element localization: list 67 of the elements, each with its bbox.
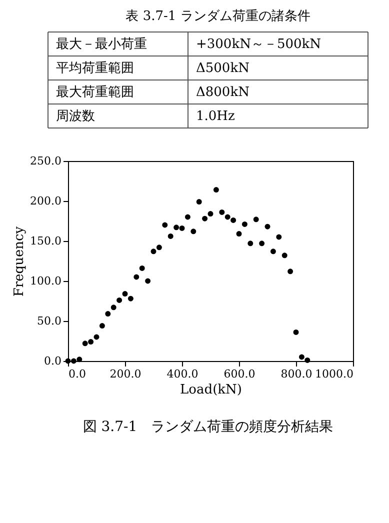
point — [162, 222, 168, 228]
x-tick-label: 0.0 — [68, 368, 86, 380]
y-axis-title: Frequency — [12, 226, 28, 297]
text: 図 3.7-1 ランダム荷重の頻度分析結果 — [82, 419, 334, 435]
point — [122, 291, 128, 297]
point — [65, 358, 71, 364]
point — [168, 233, 174, 239]
point — [230, 217, 236, 223]
point — [253, 216, 259, 222]
point — [282, 252, 288, 258]
point — [110, 304, 116, 310]
point — [184, 214, 190, 220]
point — [179, 225, 185, 231]
point — [208, 211, 214, 217]
point — [174, 224, 180, 230]
text: 周波数 — [56, 109, 95, 124]
text: 平均荷重範囲 — [56, 61, 134, 76]
point — [190, 228, 196, 234]
point — [116, 297, 122, 303]
point — [298, 354, 304, 360]
y-tick-label: 200.0 — [30, 194, 62, 208]
text: 表 3.7-1 ランダム荷重の諸条件 — [126, 9, 310, 24]
point — [82, 340, 88, 346]
point — [105, 311, 111, 317]
point — [276, 234, 282, 240]
point — [76, 356, 82, 362]
point — [219, 209, 225, 215]
point — [248, 240, 254, 246]
text: 最大荷重範囲 — [56, 85, 134, 100]
point — [139, 265, 145, 271]
point — [128, 296, 134, 302]
point — [150, 248, 156, 254]
y-tick-label: 100.0 — [30, 274, 62, 288]
point — [288, 268, 294, 274]
point — [213, 187, 219, 193]
point — [242, 221, 248, 227]
point — [70, 358, 76, 364]
text: 1.0Hz — [196, 109, 236, 124]
point — [259, 240, 265, 246]
text: +300kN～－500kN — [196, 37, 322, 52]
point — [134, 274, 140, 280]
point — [264, 224, 270, 230]
x-tick-label: 1000.0 — [315, 368, 354, 380]
y-tick-label: 0.0 — [44, 354, 62, 368]
y-tick-label: 50.0 — [37, 314, 62, 328]
point — [145, 278, 151, 284]
y-tick-label: 150.0 — [30, 234, 62, 248]
text: Δ800kN — [196, 85, 250, 100]
text: Δ500kN — [196, 61, 250, 76]
point — [236, 231, 242, 237]
x-tick-label: 200.0 — [110, 368, 142, 380]
point — [196, 199, 202, 205]
point — [270, 248, 276, 254]
y-tick-label: 250.0 — [30, 154, 62, 168]
point — [94, 334, 100, 340]
point — [293, 329, 299, 335]
point — [88, 339, 94, 345]
x-axis-title: Load(kN) — [180, 382, 242, 398]
point — [156, 244, 162, 250]
x-tick-label: 400.0 — [166, 368, 198, 380]
text: 最大－最小荷重 — [56, 37, 147, 52]
x-tick-label: 600.0 — [224, 368, 256, 380]
point — [99, 323, 105, 329]
point — [202, 216, 208, 222]
point — [304, 357, 310, 363]
x-tick-label: 800.0 — [280, 368, 312, 380]
point — [224, 214, 230, 220]
